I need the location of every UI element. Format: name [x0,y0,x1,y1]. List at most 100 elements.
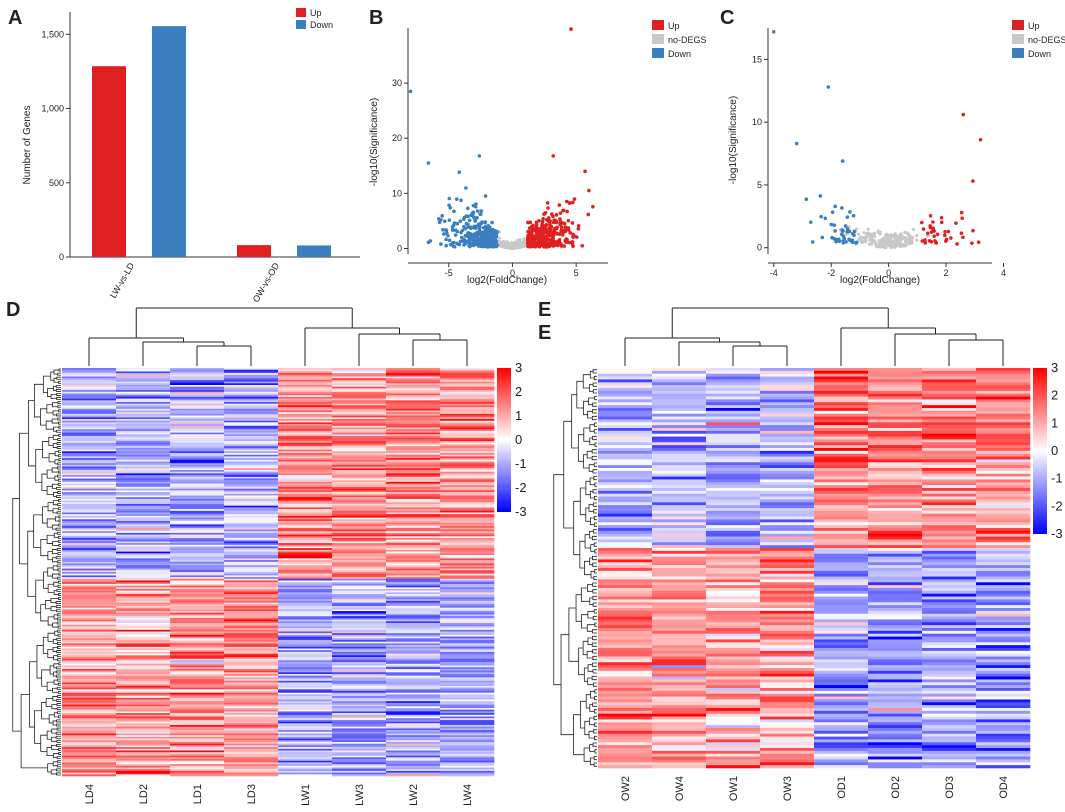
heatmap-cell [116,675,171,678]
heatmap-cell [116,685,171,688]
dendrogram-branch [594,689,597,694]
heatmap-cell [278,677,333,680]
heatmap-cell [922,668,977,672]
point-down [464,186,468,190]
heatmap-cell [386,592,441,595]
heatmap-cell [386,461,441,464]
heatmap-cell [760,502,815,506]
heatmap-cell [224,566,279,569]
heatmap-cell [386,476,441,479]
heatmap-cell [224,390,279,393]
heatmap-cell [116,468,171,471]
heatmap-cell [116,379,171,382]
heatmap-cell [62,463,117,466]
heatmap-cell [922,430,977,435]
dendrogram-branch [587,677,594,686]
heatmap-cell [116,614,171,617]
heatmap-cell [116,747,171,750]
heatmap-cell [62,597,117,600]
heatmap-cell [598,519,653,523]
heatmap-cell [922,579,977,583]
heatmap-cell [224,531,279,534]
heatmap-cell [224,575,279,578]
dendrogram-branch [57,576,61,580]
heatmap-cell [760,593,815,597]
heatmap-cell [62,558,117,561]
heatmap-cell [278,583,333,586]
dendrogram-branch [56,654,61,658]
heatmap-cell [706,370,761,375]
heatmap-cell [814,519,869,523]
heatmap-cell [332,546,387,549]
point-up [944,239,948,243]
heatmap-cell [440,388,495,391]
dendrogram-branch [592,649,597,654]
legend-swatch-down [296,20,306,29]
heatmap-cell [706,548,761,552]
heatmap-cell [976,590,1031,595]
heatmap-cell [440,755,495,758]
heatmap-cell [814,688,869,692]
point-down [848,210,852,214]
heatmap-cell [62,769,117,772]
heatmap-cell [868,750,923,755]
heatmap-cell [62,412,117,415]
point-down [440,214,444,218]
heatmap-cell [332,713,387,716]
heatmap-cell [814,510,869,515]
heatmap-cell [652,525,707,529]
dendrogram-branch [53,385,57,391]
heatmap-cell [706,499,761,503]
heatmap-cell [814,642,869,646]
heatmap-cell [386,468,441,471]
point-no-degs [862,239,866,243]
heatmap-cell [976,716,1031,720]
heatmap-cell [170,725,225,727]
heatmap-cell [976,513,1031,517]
heatmap-cell [440,464,495,467]
heatmap-cell [224,522,279,525]
heatmap-cell [598,662,653,666]
heatmap-cell [62,541,117,544]
heatmap-cell [598,579,653,583]
heatmap-cell [332,463,387,466]
heatmap-cell [706,690,761,695]
heatmap-cell [760,630,815,635]
point-up [528,240,533,244]
heatmap-cell [814,765,869,769]
heatmap-cell [652,622,707,626]
heatmap-cell [868,399,923,403]
heatmap-cell [224,694,279,697]
heatmap-cell [278,407,333,410]
dendrogram-branch [593,462,597,467]
heatmap-cell [224,726,279,729]
heatmap-cell [386,742,441,744]
bar-down-1 [297,245,331,257]
heatmap-cell [922,759,977,763]
point-up [543,230,548,234]
heatmap-cell [386,419,441,421]
heatmap-cell [386,400,441,403]
dendrogram-branch [53,581,59,587]
heatmap-cell [224,497,279,500]
heatmap-cell [814,468,869,472]
heatmap-cell [814,442,869,446]
heatmap-cell [386,424,441,427]
heatmap-cell [170,464,225,467]
heatmap-cell [868,648,923,652]
point-down [457,170,462,174]
heatmap-cell [62,582,117,585]
heatmap-cell [440,413,495,416]
heatmap-cell [440,631,495,634]
heatmap-cell [386,609,441,612]
heatmap-cell [62,536,117,539]
heatmap-cell [224,629,279,632]
heatmap-cell [814,465,869,469]
heatmap-cell [116,425,171,428]
heatmap-cell [170,730,225,733]
heatmap-cell [62,439,117,442]
heatmap-cell [224,716,279,719]
heatmap-cell [278,575,333,578]
heatmap-cell [598,585,653,589]
heatmap-cell [922,439,977,443]
